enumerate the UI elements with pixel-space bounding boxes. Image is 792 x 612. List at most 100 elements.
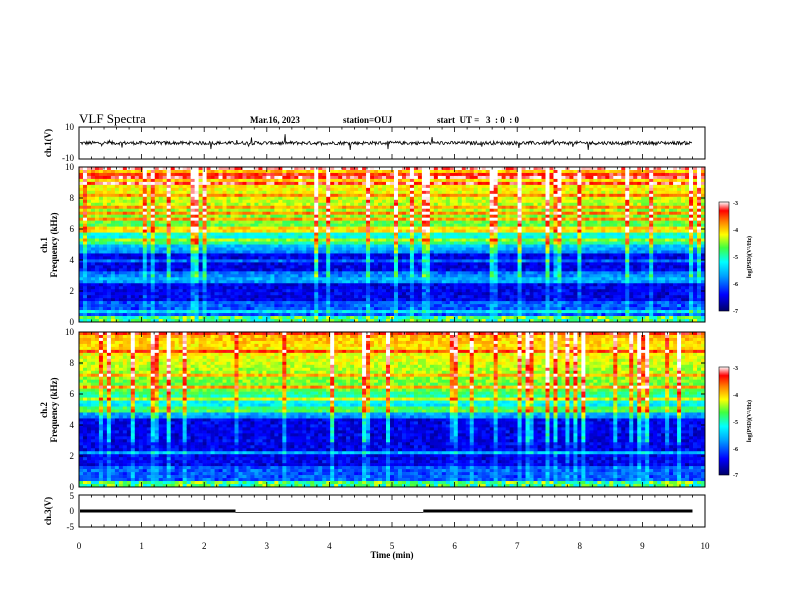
ch1-spectrogram-cell [174, 262, 179, 266]
ch1-spectrogram-cell [126, 277, 132, 281]
ch1-spectrogram-cell [158, 253, 164, 257]
ch1-spectrogram-cell [358, 220, 363, 224]
ch1-spectrogram-cell [417, 295, 423, 299]
ch1-spectrogram-cell [286, 220, 291, 224]
ch1-spectrogram-cell [457, 178, 463, 183]
ch1-spectrogram-cell [134, 292, 140, 296]
ch1-spectrogram-cell [130, 259, 136, 263]
ch1-spectrogram-cell [258, 301, 263, 305]
ch1-spectrogram-cell [425, 298, 431, 302]
ch1-spectrogram-cell [322, 274, 327, 278]
ch1-spectrogram-cell [445, 205, 451, 210]
ch1-spectrogram-cell [322, 289, 327, 293]
ch1-spectrogram-cell [138, 172, 144, 177]
ch1-spectrogram-cell [90, 223, 96, 227]
ch1-spectrogram-cell [326, 271, 331, 275]
ch1-spectrogram-cell [370, 175, 375, 180]
ch1-spectrogram-cell [234, 226, 239, 230]
ch1-spectrogram-cell [266, 283, 271, 287]
ch1-spectrogram-cell [90, 289, 96, 293]
ch1-spectrogram-cell [445, 181, 451, 186]
ch1-spectrogram-cell [429, 307, 435, 311]
ch1-spectrogram-cell [270, 199, 275, 204]
ch1-spectrogram-cell [449, 259, 455, 263]
ch1-spectrogram-cell [425, 307, 431, 311]
ch1-spectrogram-cell [314, 247, 319, 251]
ch1-spectrogram-cell [338, 310, 343, 314]
ch1-spectrogram-cell [358, 286, 363, 290]
ch1-spectrogram-cell [282, 265, 287, 269]
ch1-spectrogram-cell [413, 175, 419, 180]
ch1-spectrogram-cell [206, 268, 211, 272]
ch1-spectrogram-cell [146, 247, 152, 251]
ch1-spectrogram-cell [230, 232, 235, 236]
ch1-spectrogram-cell [449, 301, 455, 305]
ch1-spectrogram-cell [262, 241, 267, 245]
ch1-spectrogram-cell [314, 235, 319, 239]
ch1-spectrogram-cell [441, 232, 447, 236]
ch1-spectrogram-cell [230, 211, 235, 215]
ch1-spectrogram-cell [374, 220, 379, 224]
ch1-spectrogram-cell [154, 217, 160, 221]
ch1-spectrogram-cell [250, 214, 255, 218]
ch1-spectrogram-cell [114, 181, 120, 186]
ch1-spectrogram-cell [118, 250, 124, 254]
ch1-spectrogram-cell [413, 178, 419, 183]
ch1-spectrogram-cell [437, 271, 443, 275]
ch1-spectrogram-cell [190, 226, 195, 230]
ch1-spectrogram-cell [413, 265, 419, 269]
ch1-spectrogram-cell [254, 283, 259, 287]
ch1-spectrogram-cell [114, 265, 120, 269]
ch1-spectrogram-cell [342, 262, 347, 266]
ch1-spectrogram-cell [286, 208, 291, 213]
ch1-spectrogram-cell [322, 307, 327, 311]
ch1-spectrogram-cell [262, 298, 267, 302]
ch1-spectrogram-cell [282, 217, 287, 221]
ch1-spectrogram-cell [282, 319, 287, 323]
ch1-spectrogram-cell [142, 289, 148, 293]
ch1-spectrogram-cell [270, 187, 275, 192]
ch1-spectrogram-cell [354, 190, 359, 195]
ch1-spectrogram-cell [286, 244, 291, 248]
ch1-spectrogram-cell [86, 208, 92, 213]
ch1-spectrogram-cell [298, 319, 303, 323]
ch1-spectrogram-cell [318, 217, 323, 221]
ch1-spectrogram-cell [378, 304, 383, 308]
ch1-spectrogram-cell [282, 229, 287, 233]
ch1-spectrogram-cell [178, 214, 183, 218]
ch1-spectrogram-cell [262, 304, 267, 308]
ch1-spectrogram-cell [122, 259, 128, 263]
ch1-spectrogram-cell [270, 211, 275, 215]
ch1-spectrogram-cell [230, 289, 235, 293]
ch1-spectrogram-cell [130, 316, 136, 320]
ch1-spectrogram-cell [138, 286, 144, 290]
ch1-spectrogram-cell [270, 295, 275, 299]
ch1-spectrogram-cell [250, 202, 255, 207]
ch1-spectrogram-cell [278, 259, 283, 263]
ch1-spectrogram-cell [358, 193, 363, 198]
ch1-spectrogram-cell [334, 280, 339, 284]
ch1-spectrogram-cell [338, 238, 343, 242]
ch1-spectrogram-cell [154, 214, 160, 218]
ch1-spectrogram-cell [246, 286, 251, 290]
ch1-spectrogram-cell [441, 286, 447, 290]
ch1-spectrogram-cell [409, 199, 415, 204]
ch1-spectrogram-cell [397, 265, 403, 269]
ch1-spectrogram-cell [186, 280, 191, 284]
ch1-spectrogram-cell [354, 232, 359, 236]
ch1-spectrogram-cell [186, 298, 191, 302]
ch1-spectrogram-cell [270, 193, 275, 198]
ch1-spectrogram-cell [246, 271, 251, 275]
ch1-spectrogram-cell [242, 289, 247, 293]
ch1-spectrogram-cell [198, 193, 203, 198]
ch1-spectrogram-cell [330, 250, 335, 254]
ch1-spectrogram-cell [354, 223, 359, 227]
ch1-spectrogram-cell [457, 253, 463, 257]
ch1-spectrogram-cell [386, 187, 391, 192]
ch1-spectrogram-cell [166, 295, 172, 299]
ch1-spectrogram-cell [158, 214, 164, 218]
ch1-spectrogram-cell [102, 211, 108, 215]
ch1-spectrogram-cell [302, 298, 307, 302]
ch1-spectrogram-cell [262, 274, 267, 278]
ch1-spectrogram-cell [218, 217, 223, 221]
